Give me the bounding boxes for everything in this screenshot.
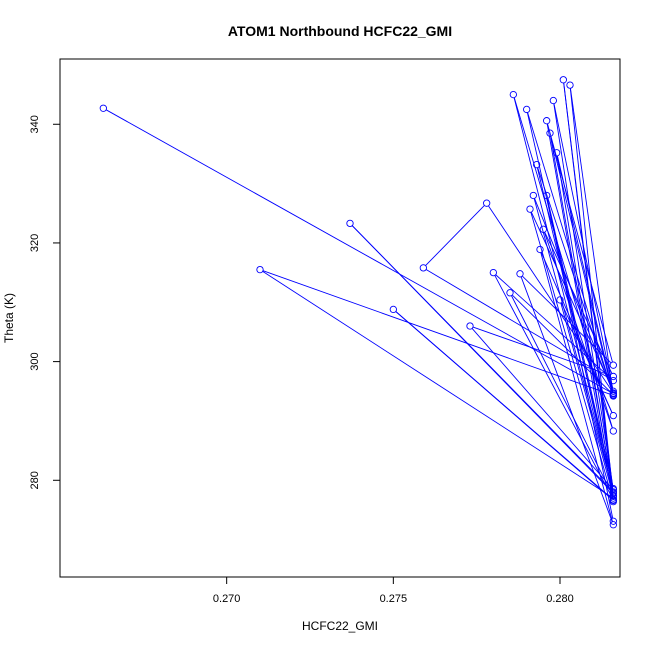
series-line-segment xyxy=(351,225,612,492)
series-line-segment xyxy=(488,205,612,391)
y-tick-label: 320 xyxy=(29,234,41,252)
series-line-segment xyxy=(553,103,614,487)
data-point xyxy=(99,104,107,112)
series-line-segment xyxy=(546,198,614,519)
series-line-segment xyxy=(547,123,613,363)
x-axis-ticks: 0.270 0.275 0.280 xyxy=(213,577,574,605)
data-point xyxy=(609,521,617,529)
data-point xyxy=(489,268,497,277)
series-line-segment xyxy=(546,198,614,486)
data-point xyxy=(529,191,537,200)
data-point xyxy=(566,81,574,89)
x-tick-label: 0.270 xyxy=(213,593,241,605)
data-point xyxy=(609,411,617,420)
x-tick-label: 0.275 xyxy=(380,593,408,605)
y-tick-label: 300 xyxy=(29,352,41,370)
data-point xyxy=(546,129,554,137)
data-point xyxy=(536,245,544,254)
data-point xyxy=(609,389,617,397)
series-line-segment xyxy=(513,97,613,490)
data-point xyxy=(609,372,617,381)
data-point xyxy=(483,199,491,207)
data-point xyxy=(609,387,617,395)
data-point xyxy=(523,105,531,114)
data-point xyxy=(609,391,617,399)
series-line-segment xyxy=(472,326,611,376)
series-line-segment xyxy=(550,136,614,394)
y-axis-ticks: 280 300 320 340 xyxy=(29,115,60,489)
data-point xyxy=(609,492,617,500)
series-line-segment xyxy=(511,294,612,393)
series-line-segment xyxy=(553,103,614,389)
data-point xyxy=(549,96,557,105)
data-point xyxy=(609,496,617,504)
series-line-segment xyxy=(513,97,613,429)
data-point xyxy=(346,219,354,228)
series-line-segment xyxy=(569,88,614,393)
series-line-segment xyxy=(526,112,614,493)
data-point xyxy=(609,361,617,369)
data-point xyxy=(506,289,514,297)
series-line-segment xyxy=(494,275,613,498)
data-point xyxy=(609,427,617,435)
data-point xyxy=(533,160,541,169)
series-line-segment xyxy=(546,123,614,499)
x-tick-label: 0.280 xyxy=(546,593,574,605)
series-line-segment xyxy=(520,276,613,522)
series-line-segment xyxy=(395,311,612,499)
data-point xyxy=(389,305,397,314)
series-line-segment xyxy=(511,295,613,494)
data-point xyxy=(509,90,517,99)
series-line-segment xyxy=(536,167,614,486)
x-axis-label: HCFC22_GMI xyxy=(302,619,378,633)
series-line-segment xyxy=(560,302,613,413)
data-point xyxy=(553,149,561,157)
series-line-segment xyxy=(530,211,613,389)
series-line-segment xyxy=(540,252,613,522)
series-line-segment xyxy=(537,167,613,392)
data-point xyxy=(419,264,427,272)
data-point xyxy=(559,76,567,84)
data-point xyxy=(526,205,534,213)
data-point xyxy=(466,322,474,330)
data-point xyxy=(256,265,264,274)
data-point xyxy=(609,488,617,496)
series-line-segment xyxy=(560,302,613,494)
series-line-segment xyxy=(550,136,614,490)
series-line-segment xyxy=(563,82,614,498)
data-point xyxy=(539,225,547,233)
data-point xyxy=(609,376,617,385)
data-point xyxy=(609,484,617,493)
y-tick-label: 340 xyxy=(29,115,41,133)
series-line-segment xyxy=(425,205,485,266)
chart-title: ATOM1 Northbound HCFC22_GMI xyxy=(228,23,452,39)
data-point xyxy=(609,494,617,502)
data-point xyxy=(556,296,564,304)
series-layer xyxy=(99,76,617,529)
series-line-segment xyxy=(471,328,612,488)
series-line-segment xyxy=(262,271,611,497)
y-tick-label: 280 xyxy=(29,471,41,489)
data-point xyxy=(609,497,617,506)
data-point xyxy=(543,117,551,125)
series-line-segment xyxy=(105,109,611,393)
series-line-segment xyxy=(521,275,612,364)
y-axis-label: Theta (K) xyxy=(2,293,16,343)
data-point xyxy=(609,517,617,525)
data-point xyxy=(516,270,524,278)
series-line-segment xyxy=(262,270,611,395)
data-point xyxy=(543,191,551,200)
series-line-segment xyxy=(569,88,614,495)
